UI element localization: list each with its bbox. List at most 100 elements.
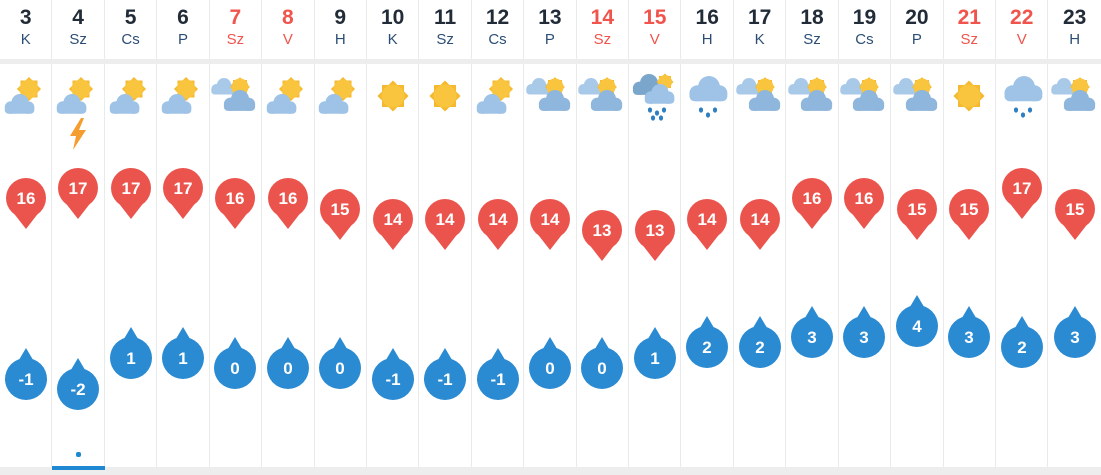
svg-text:0: 0 xyxy=(231,359,240,378)
day-header-13[interactable]: 13 P xyxy=(524,0,577,59)
day-number: 6 xyxy=(177,6,189,29)
day-number: 18 xyxy=(800,6,824,29)
forecast-column-day-6[interactable]: 17 1 xyxy=(157,64,210,467)
low-temp-drop: 3 xyxy=(791,305,834,358)
svg-text:2: 2 xyxy=(1017,338,1026,357)
low-temp-drop: 0 xyxy=(581,337,624,389)
high-temp-pin: 14 xyxy=(372,199,413,251)
low-temp-drop: 1 xyxy=(633,326,676,379)
day-of-week-label: H xyxy=(701,31,713,48)
forecast-column-day-17[interactable]: 14 2 xyxy=(733,64,787,467)
day-header-11[interactable]: 11 Sz xyxy=(419,0,472,59)
day-header-12[interactable]: 12 Cs xyxy=(471,0,525,59)
day-number: 23 xyxy=(1062,6,1087,29)
high-temp-pin: 14 xyxy=(477,199,518,251)
low-temp-drop: 0 xyxy=(319,337,362,389)
day-header-7[interactable]: 7 Sz xyxy=(209,0,263,59)
forecast-column-day-9[interactable]: 15 0 xyxy=(314,64,367,467)
forecast-column-day-5[interactable]: 17 1 xyxy=(104,64,158,467)
partly-sunny-icon xyxy=(105,70,157,122)
day-header-22[interactable]: 22 V xyxy=(996,0,1049,59)
partly-sunny-icon xyxy=(314,70,366,122)
forecast-column-day-18[interactable]: 16 3 xyxy=(786,64,839,467)
svg-text:2: 2 xyxy=(755,338,764,357)
low-temp-drop: -1 xyxy=(424,347,467,400)
forecast-column-day-21[interactable]: 15 3 xyxy=(943,64,997,467)
day-number: 4 xyxy=(72,6,84,29)
svg-text:4: 4 xyxy=(912,317,922,336)
high-temp-pin: 17 xyxy=(162,167,203,220)
rain-icon xyxy=(996,70,1048,122)
forecast-column-day-3[interactable]: 16 -1 xyxy=(0,64,53,467)
day-header-20[interactable]: 20 P xyxy=(891,0,944,59)
low-temp-drop: 1 xyxy=(161,326,204,379)
high-temp-pin: 13 xyxy=(582,209,623,262)
forecast-column-day-11[interactable]: 14 -1 xyxy=(419,64,472,467)
mostly-cloudy-sun-icon xyxy=(838,70,890,122)
low-temp-drop: 2 xyxy=(738,316,781,368)
low-temp-drop: 3 xyxy=(843,305,886,358)
svg-text:-1: -1 xyxy=(490,370,505,389)
forecast-column-day-8[interactable]: 16 0 xyxy=(262,64,315,467)
svg-text:3: 3 xyxy=(860,328,869,347)
day-header-10[interactable]: 10 K xyxy=(366,0,420,59)
day-header-21[interactable]: 21 Sz xyxy=(943,0,997,59)
day-header-15[interactable]: 15 V xyxy=(629,0,682,59)
low-temp-drop: -1 xyxy=(476,347,519,400)
day-header-14[interactable]: 14 Sz xyxy=(576,0,630,59)
day-number: 19 xyxy=(852,6,877,29)
svg-text:3: 3 xyxy=(1070,328,1079,347)
day-header-23[interactable]: 23 H xyxy=(1048,0,1101,59)
svg-text:14: 14 xyxy=(750,210,769,229)
day-of-week-label: Sz xyxy=(593,31,612,48)
sun-showers-icon xyxy=(629,70,681,122)
forecast-column-day-13[interactable]: 14 0 xyxy=(524,64,577,467)
day-number: 13 xyxy=(538,6,562,29)
forecast-column-day-15[interactable]: 13 1 xyxy=(629,64,682,467)
low-temp-drop: -2 xyxy=(57,358,100,410)
forecast-column-day-7[interactable]: 16 0 xyxy=(209,64,263,467)
day-header-17[interactable]: 17 K xyxy=(733,0,787,59)
forecast-column-day-22[interactable]: 17 2 xyxy=(996,64,1049,467)
mostly-cloudy-sun-icon xyxy=(209,70,261,122)
forecast-column-day-4[interactable]: 17 -2 xyxy=(52,64,105,467)
day-header-18[interactable]: 18 Sz xyxy=(786,0,839,59)
forecast-column-day-14[interactable]: 13 0 xyxy=(576,64,630,467)
partly-sunny-icon xyxy=(157,70,209,122)
day-header-4[interactable]: 4 Sz xyxy=(52,0,105,59)
day-number: 21 xyxy=(957,6,981,29)
day-number: 12 xyxy=(485,6,510,29)
mostly-cloudy-sun-icon xyxy=(576,70,628,122)
day-header-5[interactable]: 5 Cs xyxy=(104,0,158,59)
high-temp-pin: 15 xyxy=(896,188,937,241)
day-header-19[interactable]: 19 Cs xyxy=(838,0,892,59)
svg-text:16: 16 xyxy=(803,189,822,208)
low-temp-drop: 3 xyxy=(948,305,991,358)
svg-text:16: 16 xyxy=(226,189,245,208)
partly-sunny-icon xyxy=(0,70,52,122)
high-temp-pin: 17 xyxy=(110,167,151,220)
high-temp-pin: 15 xyxy=(949,188,990,241)
forecast-column-day-19[interactable]: 16 3 xyxy=(838,64,892,467)
forecast-column-day-23[interactable]: 15 3 xyxy=(1048,64,1101,467)
svg-text:14: 14 xyxy=(488,210,507,229)
svg-text:1: 1 xyxy=(178,349,187,368)
svg-text:0: 0 xyxy=(545,359,554,378)
forecast-column-day-20[interactable]: 15 4 xyxy=(891,64,944,467)
svg-text:16: 16 xyxy=(855,189,874,208)
low-temp-drop: 1 xyxy=(109,326,152,379)
day-header-16[interactable]: 16 H xyxy=(681,0,734,59)
day-number: 10 xyxy=(380,6,405,29)
forecast-column-day-12[interactable]: 14 -1 xyxy=(471,64,525,467)
high-temp-pin: 14 xyxy=(529,199,570,251)
sunny-icon xyxy=(943,70,995,122)
day-of-week-label: V xyxy=(649,31,660,48)
forecast-column-day-10[interactable]: 14 -1 xyxy=(366,64,420,467)
low-temp-drop: 4 xyxy=(895,295,938,347)
forecast-column-day-16[interactable]: 14 2 xyxy=(681,64,734,467)
